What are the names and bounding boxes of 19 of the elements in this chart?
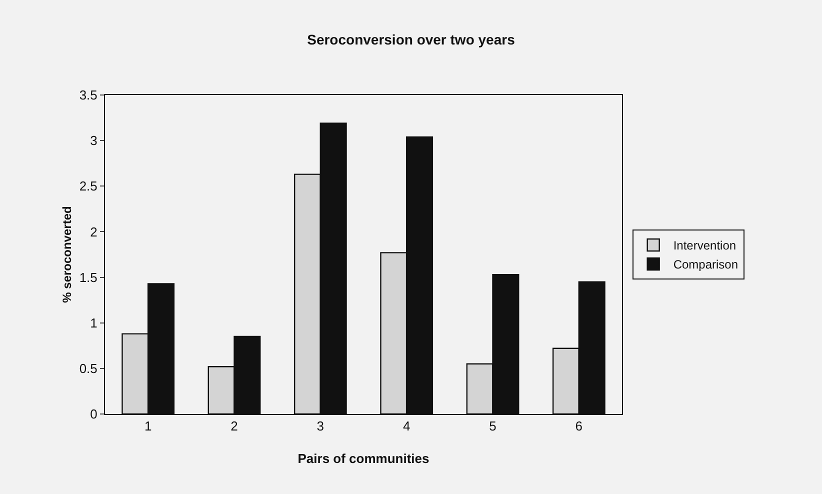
x-tick-label: 2 (230, 418, 238, 434)
x-tick-label: 5 (489, 418, 496, 434)
y-tick-label: 0.5 (79, 360, 98, 376)
y-tick-label: 1 (90, 315, 98, 330)
y-tick-label: 1.5 (79, 270, 98, 285)
y-tick-label: 0 (90, 406, 98, 422)
x-tick-label: 1 (144, 418, 152, 434)
y-tick-label: 2.5 (79, 178, 98, 194)
x-tick-label: 6 (575, 418, 583, 434)
x-tick-label: 4 (402, 418, 410, 434)
x-axis-title: Pairs of communities (298, 451, 430, 466)
y-tick-label: 3.5 (79, 88, 98, 103)
legend-label: Intervention (673, 238, 736, 253)
legend-label: Comparison (673, 258, 738, 272)
y-tick-label: 2 (90, 224, 98, 240)
y-axis-title: % seroconverted (60, 206, 74, 303)
x-tick-label: 3 (316, 418, 324, 434)
y-tick-label: 3 (90, 133, 98, 148)
chart-title: Seroconversion over two years (307, 31, 516, 48)
